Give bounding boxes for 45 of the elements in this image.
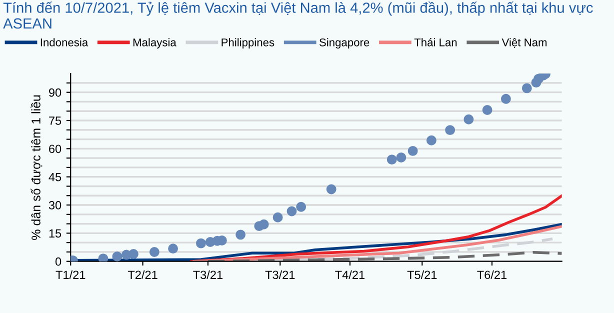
point	[522, 83, 532, 94]
y-tick-label: 15	[49, 229, 62, 238]
point	[445, 125, 456, 136]
point	[272, 212, 283, 222]
point	[98, 254, 108, 262]
y-tick-label: 0	[55, 257, 62, 266]
point	[464, 114, 474, 124]
y-tick-label: 90	[49, 88, 62, 97]
point	[196, 238, 206, 248]
chart-title: Tính đến 10/7/2021, Tỷ lệ tiêm Vacxin tại Việt Nam là 4,2% (mũi đầu), thấp nhất tại khu vực ASEAN	[3, 2, 593, 29]
legend-label: Malaysia	[133, 38, 176, 49]
point	[236, 230, 246, 240]
point	[149, 246, 160, 257]
y-tick-label: 45	[48, 173, 62, 182]
point	[112, 251, 122, 262]
point	[426, 135, 436, 146]
point	[286, 206, 297, 216]
point	[500, 94, 511, 104]
point	[482, 105, 492, 115]
x-tick-label: T6/21	[477, 270, 506, 280]
x-tick-label: T5/21	[407, 270, 437, 280]
point	[296, 202, 306, 212]
legend-label: Thái Lan	[414, 38, 457, 46]
legend-label: Philippines	[222, 38, 274, 49]
y-tick-label: 75	[49, 116, 62, 125]
legend-label: Việt Nam	[502, 38, 547, 48]
point	[168, 244, 178, 254]
line-series	[206, 250, 562, 262]
point	[386, 154, 397, 165]
x-tick-label: T1/21	[56, 270, 86, 280]
point	[408, 146, 418, 156]
legend-label: Singapore	[319, 38, 370, 49]
y-tick-label: 60	[49, 144, 62, 154]
x-tick-label: T3/21	[193, 270, 222, 280]
y-axis-title: % dân số được tiêm 1 liều	[30, 95, 42, 240]
point	[326, 184, 336, 194]
line-series	[192, 225, 562, 262]
x-tick-label: T2/21	[128, 270, 158, 280]
point	[396, 152, 406, 162]
legend-label: Indonesia	[40, 38, 88, 46]
x-tick-label: T3/21	[265, 270, 295, 280]
point	[128, 249, 138, 260]
x-tick-label: T4/21	[335, 270, 364, 280]
y-tick-label: 30	[48, 201, 62, 210]
point	[258, 219, 269, 230]
